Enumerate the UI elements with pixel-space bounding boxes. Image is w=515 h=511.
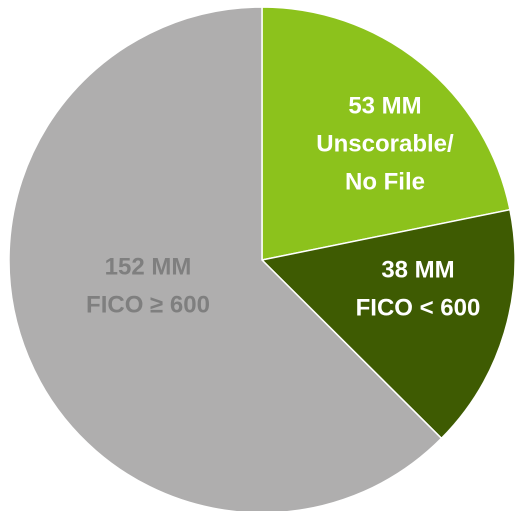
pie-slice xyxy=(261,6,511,261)
pie-slice xyxy=(260,208,515,440)
slice-value-label: 38 MM xyxy=(381,256,454,283)
slice-label: Unscorable/ xyxy=(316,130,454,157)
slice-label: FICO ≥ 600 xyxy=(86,291,210,318)
slice-value-label: 152 MM xyxy=(105,253,192,280)
slice-label: FICO < 600 xyxy=(356,294,481,321)
pie-slice xyxy=(8,6,443,511)
slice-label: No File xyxy=(345,168,425,195)
slice-value-label: 53 MM xyxy=(348,92,421,119)
